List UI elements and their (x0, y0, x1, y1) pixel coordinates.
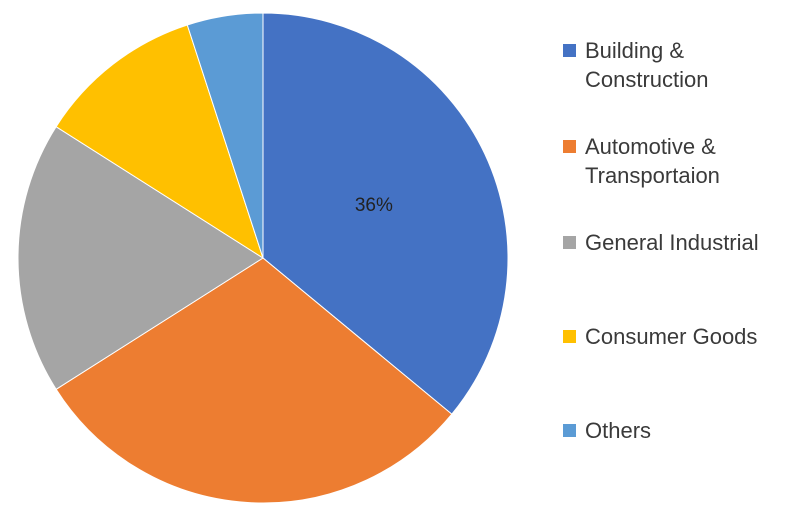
legend-item-consumer-goods: Consumer Goods (563, 322, 793, 351)
legend-item-others: Others (563, 416, 793, 445)
legend-item-automotive-transportation: Automotive & Transportaion (563, 132, 793, 190)
legend-item-general-industrial: General Industrial (563, 228, 793, 257)
legend-swatch (563, 424, 576, 437)
pie-slice-general-industrial (17, 126, 264, 390)
legend-label: General Industrial (585, 230, 759, 255)
legend-swatch (563, 140, 576, 153)
data-label-building-construction: 36% (355, 195, 393, 216)
pie-slice-others (186, 12, 264, 259)
pie-chart-svg: 36% (17, 12, 509, 504)
legend-label: Automotive & Transportaion (585, 134, 720, 188)
pie-slice-consumer-goods (55, 24, 264, 260)
pie-slice-automotive-transportation (55, 257, 453, 504)
legend-label: Consumer Goods (585, 324, 758, 349)
legend-swatch (563, 330, 576, 343)
legend-label: Building & Construction (585, 38, 709, 92)
legend-label: Others (585, 418, 652, 443)
pie-slice-building-construction (262, 12, 509, 415)
legend-item-building-construction: Building & Construction (563, 36, 793, 94)
legend-swatch (563, 236, 576, 249)
legend-swatch (563, 44, 576, 57)
